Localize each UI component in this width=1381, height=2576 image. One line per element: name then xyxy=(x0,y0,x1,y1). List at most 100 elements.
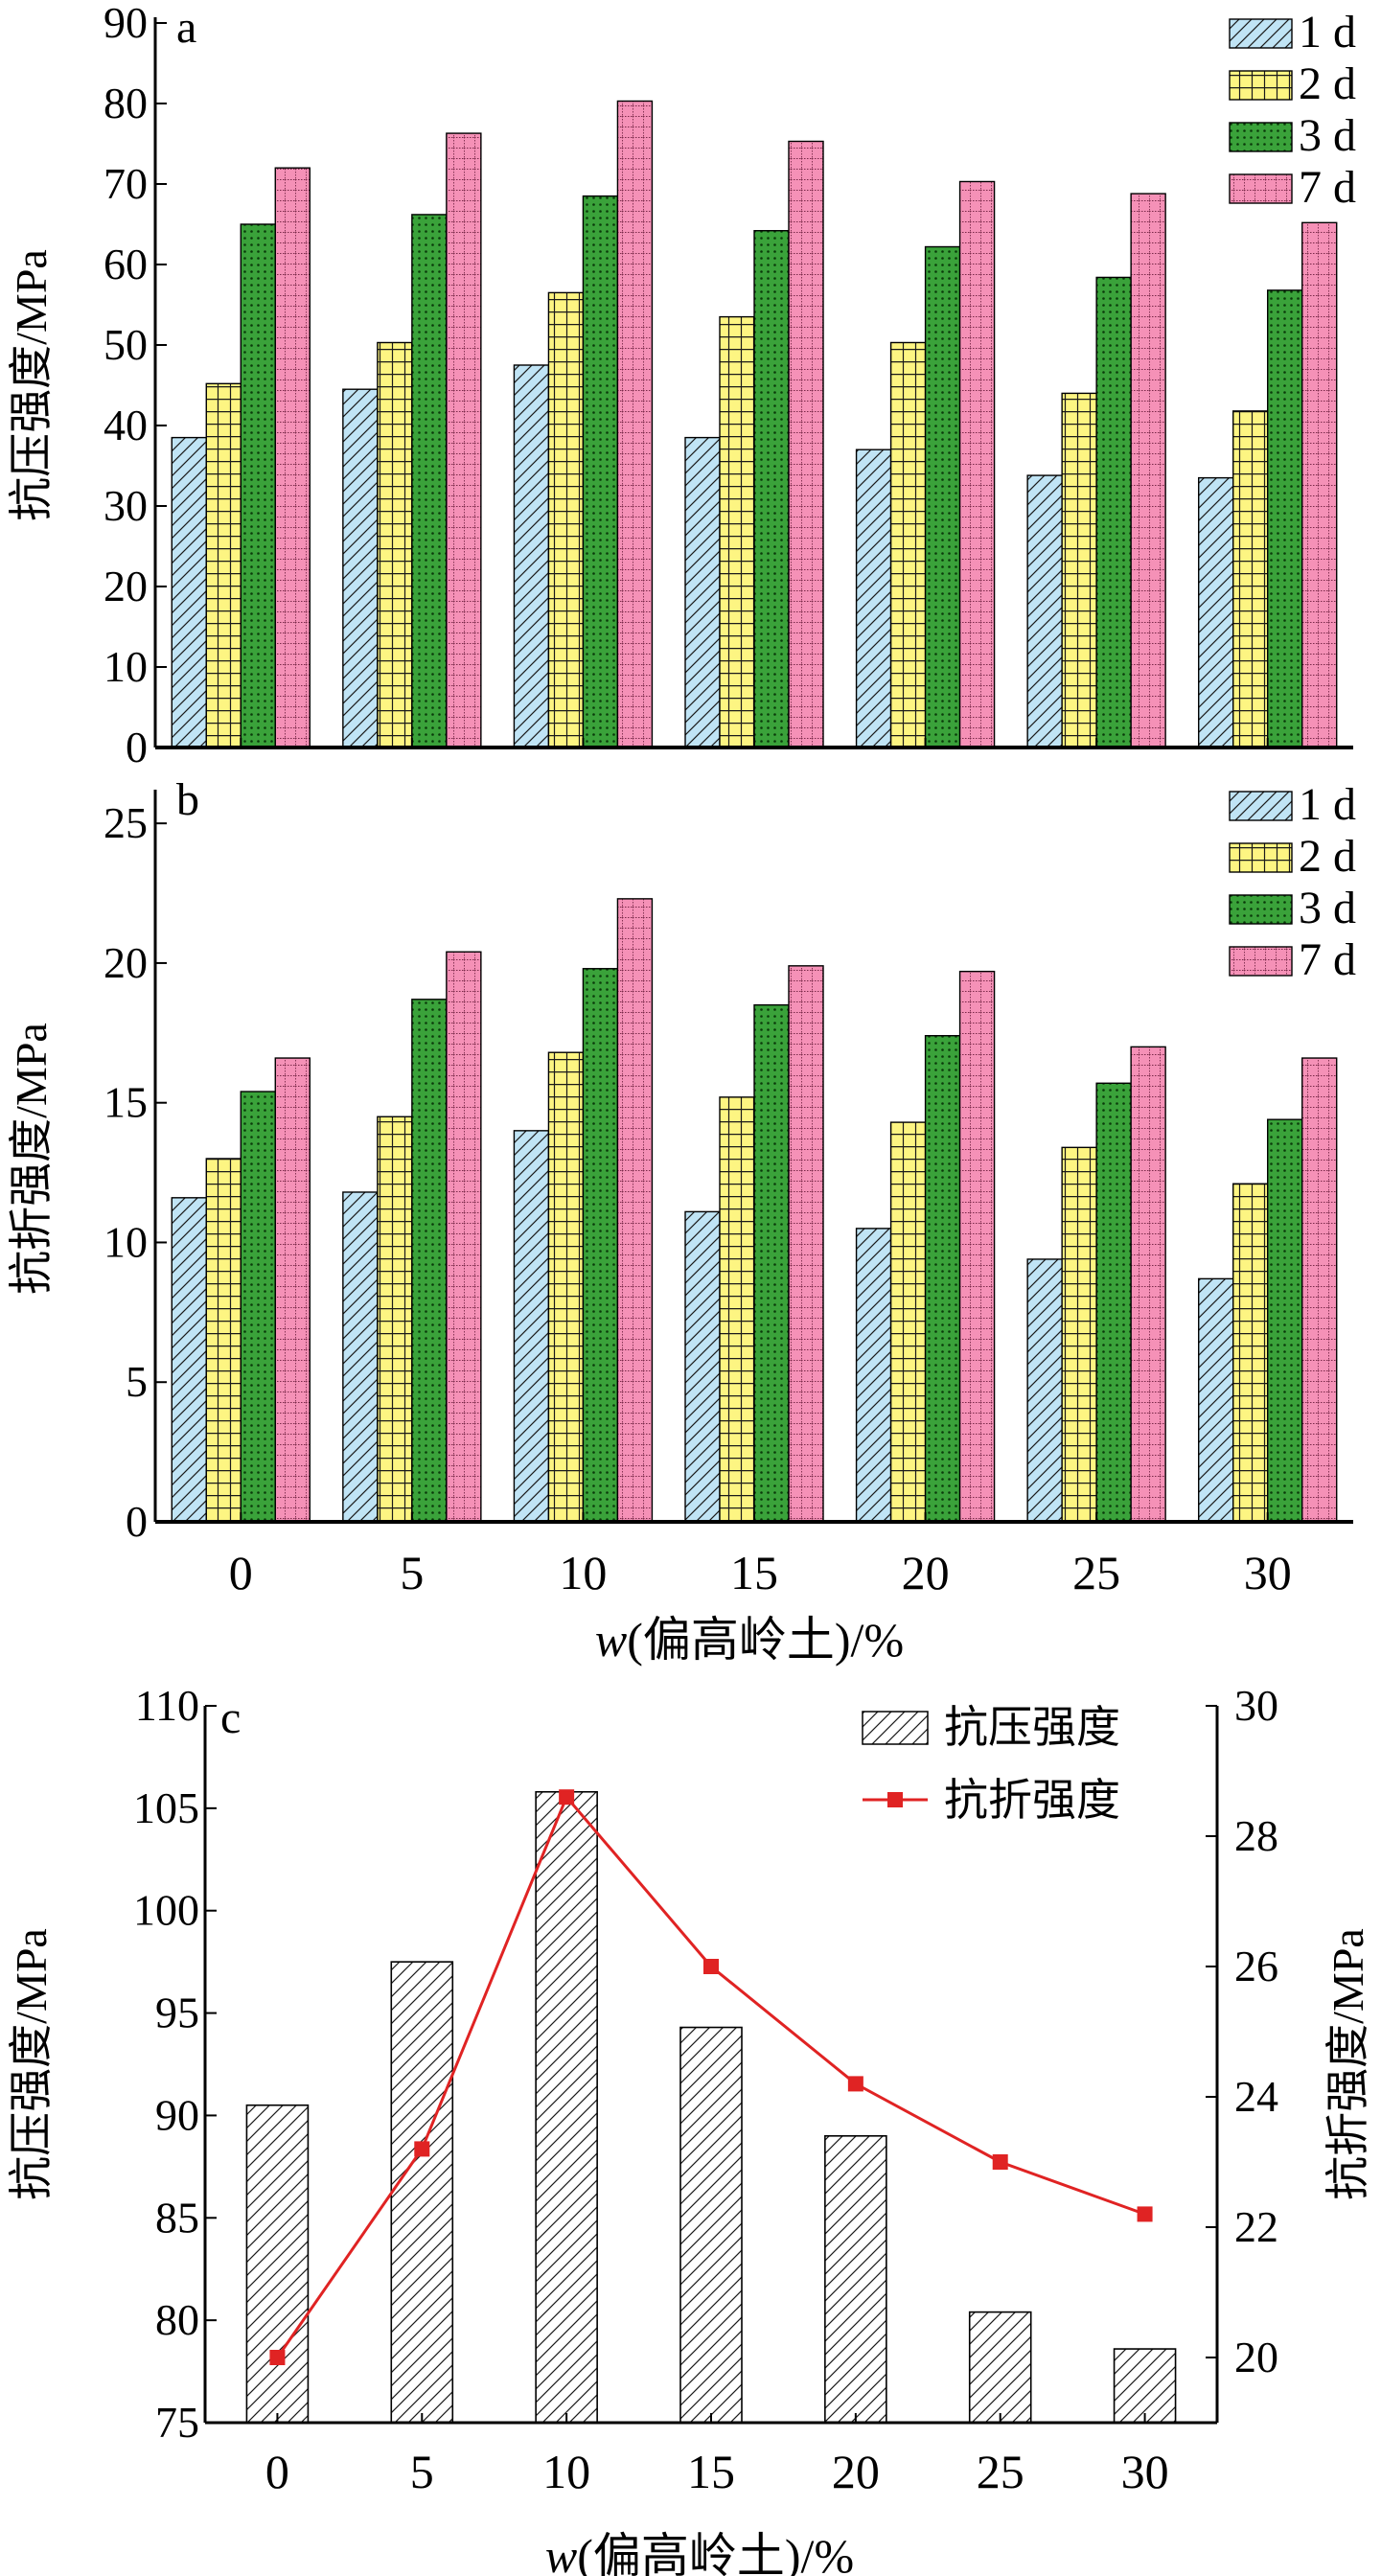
y-tick-label-b-10: 10 xyxy=(104,1217,148,1266)
bar-a-7d-w30 xyxy=(1301,221,1338,748)
marker-c-w30 xyxy=(1137,2206,1153,2222)
legend-label-c-compressive: 抗压强度 xyxy=(944,1703,1120,1752)
y-tick-label-a-80: 80 xyxy=(104,79,148,127)
marker-c-w0 xyxy=(269,2350,286,2365)
bar-a-2d-w25 xyxy=(1061,392,1097,748)
y-tick-label-c-left-90: 90 xyxy=(155,2090,199,2139)
y-tick-label-c-right-30: 30 xyxy=(1234,1681,1278,1730)
bar-b-1d-w30 xyxy=(1198,1277,1234,1523)
bar-a-3d-w25 xyxy=(1095,276,1132,748)
x-tick-label-c-25: 25 xyxy=(977,2445,1024,2498)
legend-swatch-b-3d xyxy=(1229,894,1293,925)
bar-a-1d-w10 xyxy=(513,364,550,748)
legend-b: 1 d2 d3 d7 d xyxy=(1229,779,1356,985)
bar-b-2d-w20 xyxy=(889,1121,927,1523)
y-tick-label-c-left-85: 85 xyxy=(155,2193,199,2242)
bar-b-2d-w25 xyxy=(1061,1146,1097,1523)
legend-swatch-b-1d xyxy=(1229,791,1293,821)
bar-a-1d-w15 xyxy=(684,436,721,748)
bar-a-7d-w0 xyxy=(274,167,311,748)
bar-a-3d-w20 xyxy=(924,245,961,748)
bar-a-7d-w25 xyxy=(1130,193,1166,748)
bar-b-2d-w15 xyxy=(719,1096,755,1523)
x-tick-label-c-5: 5 xyxy=(410,2445,434,2498)
bar-b-7d-w10 xyxy=(616,898,654,1523)
bar-b-3d-w15 xyxy=(753,1003,790,1523)
bar-a-1d-w5 xyxy=(342,388,379,748)
y-tick-label-c-left-110: 110 xyxy=(135,1681,199,1730)
bar-a-7d-w5 xyxy=(446,132,482,748)
legend-a: 1 d2 d3 d7 d xyxy=(1229,7,1356,213)
y-tick-label-a-10: 10 xyxy=(104,642,148,691)
legend-label-a-3d: 3 d xyxy=(1299,110,1356,161)
y-tick-label-a-40: 40 xyxy=(104,401,148,449)
bar-c-w10 xyxy=(535,1790,598,2424)
marker-c-w5 xyxy=(414,2141,430,2157)
y-tick-label-b-20: 20 xyxy=(104,938,148,987)
y-tick-label-a-0: 0 xyxy=(126,723,148,771)
bar-c-w0 xyxy=(245,2104,310,2424)
x-tick-label-b-5: 5 xyxy=(400,1546,424,1599)
bar-c-w15 xyxy=(679,2026,743,2424)
bar-a-2d-w5 xyxy=(377,341,413,748)
x-axis-label-ab: w(偏高岭土)/% xyxy=(595,1613,904,1667)
bar-b-1d-w10 xyxy=(513,1130,550,1523)
legend-label-a-2d: 2 d xyxy=(1299,58,1356,109)
y-tick-label-a-50: 50 xyxy=(104,320,148,369)
bar-a-7d-w10 xyxy=(616,100,654,748)
bar-c-w20 xyxy=(824,2135,887,2424)
bar-a-2d-w20 xyxy=(889,341,927,748)
y-axis-label-a: 抗压强度/MPa xyxy=(7,249,56,521)
bar-a-3d-w15 xyxy=(753,230,790,748)
legend-swatch-b-2d xyxy=(1229,842,1293,873)
legend-label-b-3d: 3 d xyxy=(1299,883,1356,933)
y-tick-label-a-20: 20 xyxy=(104,562,148,610)
x-tick-label-c-10: 10 xyxy=(542,2445,590,2498)
y-tick-label-a-90: 90 xyxy=(104,0,148,47)
legend-label-b-7d: 7 d xyxy=(1299,934,1356,985)
legend-swatch-a-7d xyxy=(1229,173,1293,204)
bar-b-2d-w5 xyxy=(377,1116,413,1523)
y-tick-label-c-left-105: 105 xyxy=(133,1783,199,1832)
y-tick-label-c-right-24: 24 xyxy=(1234,2072,1278,2121)
marker-c-w15 xyxy=(703,1959,719,1974)
bar-b-1d-w15 xyxy=(684,1210,721,1523)
x-tick-label-b-30: 30 xyxy=(1244,1546,1292,1599)
bar-b-2d-w30 xyxy=(1232,1183,1269,1523)
y-tick-label-a-60: 60 xyxy=(104,240,148,288)
bar-b-7d-w0 xyxy=(274,1057,311,1523)
x-tick-label-c-0: 0 xyxy=(265,2445,289,2498)
legend-swatch-c-compressive xyxy=(862,1711,929,1745)
bar-c-w30 xyxy=(1113,2348,1177,2424)
y-tick-label-b-0: 0 xyxy=(126,1497,148,1546)
legend-swatch-a-3d xyxy=(1229,122,1293,152)
bar-a-7d-w20 xyxy=(958,180,996,748)
panel-label-c: c xyxy=(220,1692,241,1743)
marker-c-w25 xyxy=(992,2154,1008,2170)
bar-a-2d-w30 xyxy=(1232,410,1269,748)
y-tick-label-c-right-22: 22 xyxy=(1234,2202,1278,2251)
bar-a-2d-w15 xyxy=(719,315,755,748)
bar-b-3d-w0 xyxy=(240,1091,276,1523)
legend-swatch-a-2d xyxy=(1229,70,1293,101)
bar-a-3d-w5 xyxy=(411,214,448,748)
y-tick-label-b-15: 15 xyxy=(104,1078,148,1127)
legend-label-a-1d: 1 d xyxy=(1299,7,1356,58)
panel-c-strength-comparison: 75 80 85 90 95 100 105 110 20 22 24 26 28 30 0 5 10 15 20 2… xyxy=(7,1681,1372,2498)
marker-c-w20 xyxy=(847,2076,863,2092)
bar-b-1d-w20 xyxy=(855,1228,892,1523)
x-tick-label-c-30: 30 xyxy=(1121,2445,1169,2498)
bar-b-7d-w5 xyxy=(446,951,482,1523)
y-axis-label-b: 抗折强度/MPa xyxy=(7,1023,56,1295)
x-tick-label-c-15: 15 xyxy=(687,2445,735,2498)
legend-label-a-7d: 7 d xyxy=(1299,162,1356,213)
y-tick-label-c-right-28: 28 xyxy=(1234,1811,1278,1860)
legend-swatch-a-1d xyxy=(1229,18,1293,49)
marker-c-w10 xyxy=(559,1789,575,1806)
panel-label-b: b xyxy=(176,774,199,825)
bar-b-3d-w20 xyxy=(924,1035,961,1523)
y-tick-label-a-70: 70 xyxy=(104,159,148,208)
y-tick-label-c-left-80: 80 xyxy=(155,2295,199,2344)
bar-a-3d-w10 xyxy=(582,195,619,748)
